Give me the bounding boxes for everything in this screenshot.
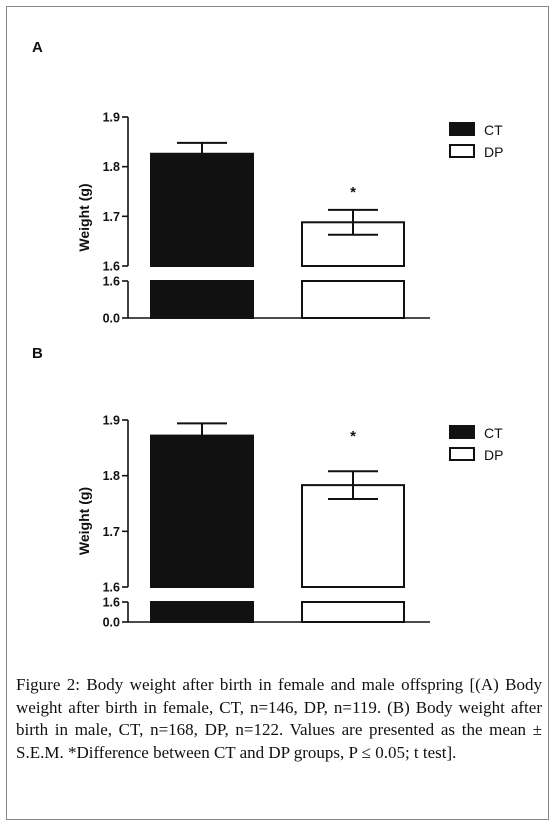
panel-b-ytick-label: 1.7 xyxy=(103,525,120,539)
panel-b-bar-ct xyxy=(150,434,254,588)
panel-b-legend-swatch-ct xyxy=(449,425,475,439)
panel-a-bar-dp-lower xyxy=(301,280,405,319)
panel-b-ytick-label: 1.8 xyxy=(103,469,120,483)
panel-a-y-axis-title: Weight (g) xyxy=(76,183,92,251)
panel-b-legend-label-ct: CT xyxy=(484,425,503,441)
panel-b-legend-swatch-dp xyxy=(449,447,475,461)
panel-a-legend-label-dp: DP xyxy=(484,144,503,160)
panel-a-ytick-label: 1.6 xyxy=(103,275,120,289)
panel-a-legend-swatch-ct xyxy=(449,122,475,136)
panel-a-ytick-label: 0.0 xyxy=(103,312,120,326)
panel-a-bar-ct-lower xyxy=(150,280,254,319)
panel-a-significance-dp: * xyxy=(350,184,356,201)
caption-text: Body weight after birth in female and ma… xyxy=(16,675,542,762)
figure-caption: Figure 2: Body weight after birth in fem… xyxy=(16,674,542,764)
chart-panel-b: B 1.9 1.8 1.7 1.6 0.0 1.6 Weight (g) * CT DP xyxy=(32,345,503,630)
panel-b-ytick-label: 1.6 xyxy=(103,596,120,610)
chart-panel-a: A 1.9 1.8 1.7 1.6 0.0 1.6 Weight (g) * CT DP xyxy=(32,39,503,326)
panel-a-ytick-label: 1.8 xyxy=(103,160,120,174)
panel-a-ytick-label: 1.6 xyxy=(103,260,120,274)
panel-b-ytick-label: 1.9 xyxy=(103,414,120,428)
panel-a-ytick-label: 1.7 xyxy=(103,210,120,224)
panel-a-legend-swatch-dp xyxy=(449,144,475,158)
panel-b-significance-dp: * xyxy=(350,428,356,445)
panel-b-bar-ct-lower xyxy=(150,601,254,623)
panel-b-y-axis-title: Weight (g) xyxy=(76,487,92,555)
panel-b-legend-label-dp: DP xyxy=(484,447,503,463)
panel-a-legend-label-ct: CT xyxy=(484,122,503,138)
caption-label: Figure 2: xyxy=(16,675,81,694)
figure-frame xyxy=(6,6,549,820)
panel-b-ytick-label: 0.0 xyxy=(103,616,120,630)
panel-b-label: B xyxy=(32,345,43,362)
panel-a-label: A xyxy=(32,39,43,56)
panel-b-bar-dp xyxy=(301,484,405,589)
panel-a-bar-ct xyxy=(150,152,254,267)
panel-b-ytick-label: 1.6 xyxy=(103,581,120,595)
panel-a-ytick-label: 1.9 xyxy=(103,111,120,125)
panel-b-bar-dp-lower xyxy=(301,601,405,623)
